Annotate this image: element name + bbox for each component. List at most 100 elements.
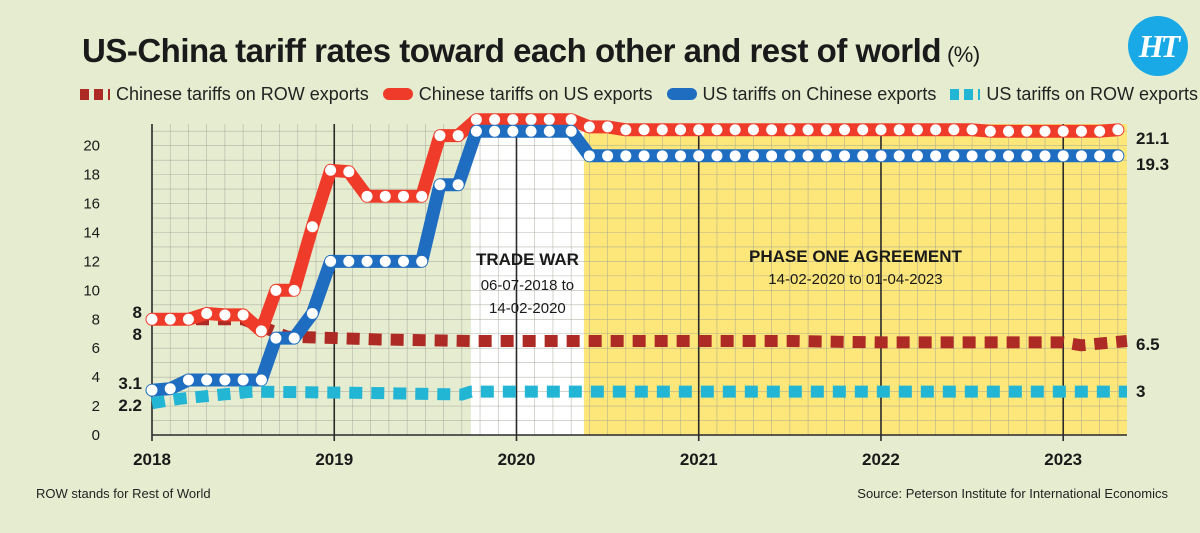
data-point [237, 374, 249, 386]
y-tick-label: 10 [83, 282, 100, 299]
phase-one-label: PHASE ONE AGREEMENT [749, 247, 962, 266]
x-tick-label: 2021 [680, 450, 718, 469]
data-point [747, 150, 759, 162]
phase-one-dates: 14-02-2020 to 01-04-2023 [768, 271, 942, 288]
data-point [948, 150, 960, 162]
data-point [656, 150, 668, 162]
data-point [729, 124, 741, 136]
data-point [656, 124, 668, 136]
data-point [507, 114, 519, 126]
data-point [839, 124, 851, 136]
trade-war-band [470, 124, 584, 435]
data-point [766, 124, 778, 136]
data-point [219, 374, 231, 386]
data-point [984, 125, 996, 137]
legend-swatch [950, 88, 981, 100]
data-point [343, 255, 355, 267]
x-tick-label: 2018 [133, 450, 171, 469]
data-point [984, 150, 996, 162]
data-point [1112, 150, 1124, 162]
data-point [693, 124, 705, 136]
legend-swatch [80, 88, 110, 100]
data-point [893, 124, 905, 136]
data-point [164, 383, 176, 395]
data-point [306, 221, 318, 233]
data-point [966, 124, 978, 136]
data-point [1094, 125, 1106, 137]
data-point [543, 114, 555, 126]
data-point [802, 150, 814, 162]
data-point [729, 150, 741, 162]
data-point [875, 150, 887, 162]
data-point [857, 150, 869, 162]
data-point [583, 150, 595, 162]
data-point [288, 332, 300, 344]
data-point [1021, 150, 1033, 162]
data-point [543, 125, 555, 137]
data-point [507, 125, 519, 137]
data-point [288, 284, 300, 296]
data-point [1003, 125, 1015, 137]
data-point [489, 114, 501, 126]
data-point [255, 325, 267, 337]
data-point [820, 124, 832, 136]
data-point [237, 309, 249, 321]
legend-label: Chinese tariffs on US exports [418, 83, 653, 104]
start-label: 8 [133, 303, 142, 322]
chart-unit: (%) [946, 42, 980, 67]
data-point [1094, 150, 1106, 162]
data-point [452, 130, 464, 142]
data-point [911, 124, 923, 136]
end-label: 19.3 [1136, 155, 1169, 174]
data-point [930, 150, 942, 162]
data-point [361, 255, 373, 267]
legend-item: Chinese tariffs on US exports [382, 83, 653, 105]
data-point [182, 313, 194, 325]
data-point [620, 150, 632, 162]
data-point [164, 313, 176, 325]
footnote: ROW stands for Rest of World [36, 486, 211, 501]
data-point [565, 125, 577, 137]
data-point [1057, 125, 1069, 137]
data-point [711, 150, 723, 162]
data-point [638, 150, 650, 162]
data-point [602, 150, 614, 162]
data-point [675, 150, 687, 162]
trade-war-dates-end: 14-02-2020 [489, 300, 566, 317]
data-point [379, 190, 391, 202]
data-point [452, 179, 464, 191]
us-row-series [151, 385, 1127, 410]
start-label: 8 [133, 325, 142, 344]
legend-item: Chinese tariffs on ROW exports [80, 84, 369, 105]
data-point [1039, 125, 1051, 137]
data-point [525, 125, 537, 137]
ht-logo: HT [1128, 16, 1188, 76]
data-point [966, 150, 978, 162]
legend-label: US tariffs on Chinese exports [702, 83, 937, 104]
legend-label: Chinese tariffs on ROW exports [116, 83, 369, 104]
data-point [784, 150, 796, 162]
data-point [343, 166, 355, 178]
data-point [583, 121, 595, 133]
y-tick-label: 2 [92, 398, 100, 415]
data-point [1003, 150, 1015, 162]
data-point [146, 313, 158, 325]
phase-one-band [583, 124, 1127, 435]
y-tick-label: 12 [83, 253, 100, 270]
data-point [489, 125, 501, 137]
data-point [219, 309, 231, 321]
data-point [893, 150, 905, 162]
data-point [434, 179, 446, 191]
data-point [182, 374, 194, 386]
data-point [470, 114, 482, 126]
data-point [675, 124, 687, 136]
y-tick-label: 20 [83, 138, 100, 155]
data-point [397, 190, 409, 202]
data-point [948, 124, 960, 136]
data-point [820, 150, 832, 162]
data-point [857, 124, 869, 136]
data-point [1057, 150, 1069, 162]
y-tick-label: 18 [83, 167, 100, 184]
x-tick-label: 2020 [498, 450, 536, 469]
start-label: 2.2 [118, 396, 142, 415]
